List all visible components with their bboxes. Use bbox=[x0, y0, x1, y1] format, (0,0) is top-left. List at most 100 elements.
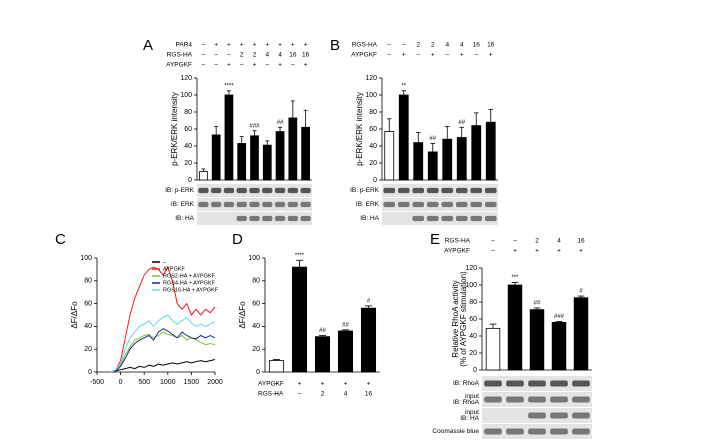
blot-label: IB: ERK bbox=[171, 201, 195, 208]
panel-letter: C bbox=[55, 231, 66, 248]
bar bbox=[211, 134, 221, 181]
legend-label: RGS16-HA + AYPGKF bbox=[163, 287, 219, 293]
bar bbox=[250, 135, 259, 181]
bar bbox=[288, 117, 298, 181]
condition-value: – bbox=[214, 62, 218, 69]
condition-value: 4 bbox=[460, 42, 464, 49]
blot-band bbox=[455, 215, 468, 222]
blot bbox=[382, 198, 498, 211]
bar bbox=[485, 327, 501, 371]
bar bbox=[398, 94, 409, 181]
condition-value: + bbox=[227, 62, 231, 69]
blot-band bbox=[300, 201, 311, 208]
significance-label: ## bbox=[458, 120, 465, 126]
condition-value: + bbox=[557, 248, 561, 255]
condition-label: RGS-HA bbox=[258, 391, 284, 398]
y-tick-label: 80 bbox=[369, 109, 377, 116]
blot-band bbox=[455, 201, 468, 208]
bar bbox=[427, 151, 438, 181]
line-series bbox=[110, 331, 216, 373]
blot-band bbox=[441, 215, 454, 222]
blot-label: IB: HA bbox=[460, 415, 479, 422]
line-series bbox=[111, 359, 216, 373]
significance-label: ## bbox=[429, 136, 436, 142]
blot-band bbox=[550, 412, 568, 419]
x-tick-label: 1000 bbox=[160, 379, 176, 386]
blot-band bbox=[198, 201, 209, 208]
blot-band bbox=[441, 201, 454, 208]
significance-label: # bbox=[579, 289, 583, 295]
blot-band bbox=[236, 187, 247, 194]
blot-band bbox=[211, 201, 222, 208]
condition-value: + bbox=[253, 42, 257, 49]
condition-value: 16 bbox=[302, 52, 310, 59]
condition-label: AYPGKF bbox=[166, 62, 192, 69]
condition-value: + bbox=[291, 42, 295, 49]
bar bbox=[485, 121, 496, 181]
blot-band bbox=[506, 396, 524, 403]
blot-band bbox=[300, 187, 311, 194]
blot-label: IB: RhoA bbox=[453, 380, 480, 387]
y-tick-label: 20 bbox=[369, 160, 377, 167]
condition-label: RGS-HA bbox=[352, 42, 378, 49]
significance-label: # bbox=[367, 298, 371, 304]
condition-value: + bbox=[214, 42, 218, 49]
blot-band bbox=[484, 201, 497, 208]
y-tick-label: 120 bbox=[465, 265, 477, 272]
blot-band bbox=[223, 187, 235, 194]
blot-band bbox=[274, 187, 286, 194]
bar bbox=[471, 125, 482, 181]
condition-value: – bbox=[275, 391, 279, 398]
condition-value: 2 bbox=[535, 238, 539, 245]
bar bbox=[262, 144, 272, 181]
condition-value: 2 bbox=[431, 42, 435, 49]
condition-value: – bbox=[202, 52, 206, 59]
blot-band bbox=[300, 215, 311, 222]
y-tick-label: 40 bbox=[184, 143, 192, 150]
condition-value: 16 bbox=[577, 238, 585, 245]
condition-value: 4 bbox=[557, 238, 561, 245]
blot-label: IB: HA bbox=[175, 215, 194, 222]
panel-letter: B bbox=[330, 37, 340, 54]
condition-value: + bbox=[344, 381, 348, 388]
condition-value: + bbox=[579, 248, 583, 255]
condition-value: 2 bbox=[240, 52, 244, 59]
condition-value: – bbox=[227, 52, 231, 59]
condition-value: – bbox=[298, 391, 302, 398]
y-tick-label: 20 bbox=[252, 346, 260, 353]
condition-label: AYPGKF bbox=[351, 52, 377, 59]
condition-value: + bbox=[278, 62, 282, 69]
bar bbox=[529, 309, 545, 371]
condition-value: – bbox=[402, 42, 406, 49]
legend-label: RGS2-HA + AYPGKF bbox=[163, 273, 216, 279]
bar bbox=[573, 297, 589, 371]
y-tick-label: 80 bbox=[84, 278, 92, 285]
blot-band bbox=[484, 396, 502, 403]
condition-value: 2 bbox=[416, 42, 420, 49]
bar bbox=[199, 171, 208, 181]
y-tick-label: 40 bbox=[369, 143, 377, 150]
condition-value: – bbox=[416, 52, 420, 59]
condition-value: + bbox=[489, 52, 493, 59]
y-tick-label: 60 bbox=[252, 300, 260, 307]
bar bbox=[275, 131, 285, 181]
significance-label: *** bbox=[511, 275, 519, 281]
condition-value: 4 bbox=[445, 42, 449, 49]
condition-value: – bbox=[202, 42, 206, 49]
blot-label: Coomassie blue bbox=[432, 428, 479, 435]
condition-value: – bbox=[491, 248, 495, 255]
bar bbox=[291, 266, 308, 373]
condition-value: – bbox=[491, 238, 495, 245]
blot-band bbox=[262, 215, 273, 222]
y-tick-label: 0 bbox=[188, 177, 192, 184]
y-axis-label: p-ERK/ERK intensity bbox=[170, 92, 179, 166]
blot-band bbox=[236, 201, 247, 208]
blot-band bbox=[274, 215, 286, 222]
line-series bbox=[110, 265, 216, 373]
significance-label: **** bbox=[295, 253, 305, 259]
y-tick-label: 0 bbox=[473, 367, 477, 374]
y-tick-label: 60 bbox=[84, 300, 92, 307]
y-tick-label: 100 bbox=[80, 255, 92, 262]
condition-value: – bbox=[265, 62, 269, 69]
blot-band bbox=[550, 380, 568, 387]
